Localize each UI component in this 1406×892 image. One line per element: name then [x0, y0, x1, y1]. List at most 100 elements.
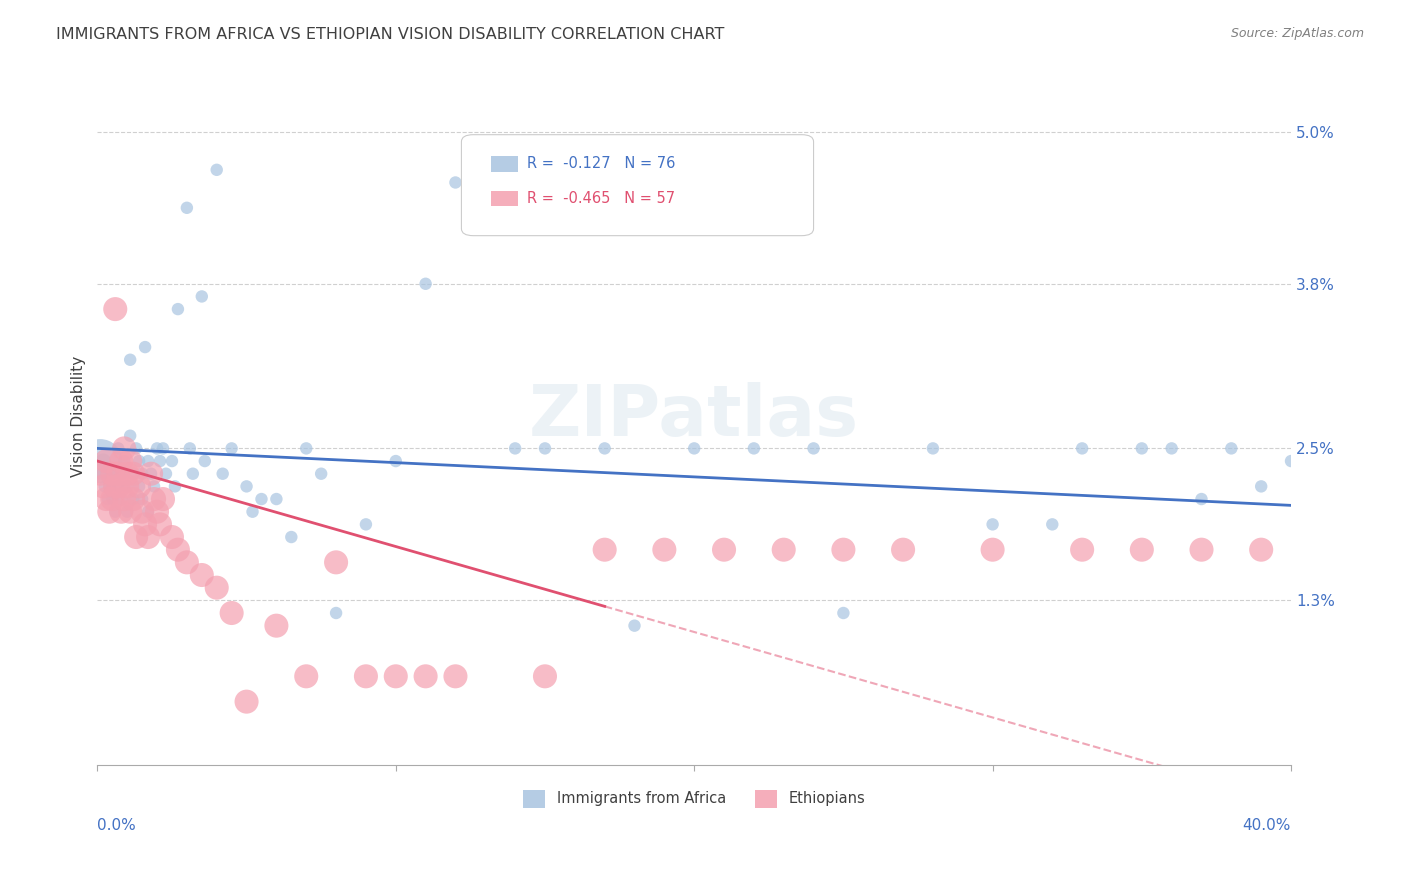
Point — [167, 302, 190, 317]
Point — [104, 302, 127, 317]
Point — [354, 669, 377, 683]
Point — [803, 442, 825, 456]
Point — [211, 467, 233, 481]
Point — [503, 442, 526, 456]
Point — [112, 454, 135, 468]
Text: Source: ZipAtlas.com: Source: ZipAtlas.com — [1230, 27, 1364, 40]
Point — [128, 479, 150, 493]
Point — [98, 505, 121, 519]
Point — [125, 442, 148, 456]
Point — [149, 454, 172, 468]
Point — [104, 479, 127, 493]
Point — [179, 442, 201, 456]
Bar — [491, 191, 517, 206]
Text: IMMIGRANTS FROM AFRICA VS ETHIOPIAN VISION DISABILITY CORRELATION CHART: IMMIGRANTS FROM AFRICA VS ETHIOPIAN VISI… — [56, 27, 724, 42]
Point — [713, 542, 735, 557]
Point — [384, 454, 406, 468]
Point — [742, 442, 765, 456]
Point — [415, 669, 437, 683]
Point — [354, 517, 377, 532]
Point — [309, 467, 332, 481]
Point — [683, 442, 706, 456]
Point — [221, 442, 243, 456]
Y-axis label: Vision Disability: Vision Disability — [72, 356, 86, 477]
Point — [107, 479, 129, 493]
Point — [1279, 454, 1302, 468]
Point — [149, 517, 172, 532]
Text: R =  -0.127   N = 76: R = -0.127 N = 76 — [527, 156, 675, 171]
Point — [235, 479, 257, 493]
Point — [110, 454, 132, 468]
Point — [131, 491, 153, 506]
Point — [134, 340, 156, 354]
Point — [131, 505, 153, 519]
Point — [1071, 442, 1094, 456]
Point — [981, 542, 1004, 557]
Point — [107, 467, 129, 481]
Point — [122, 491, 145, 506]
Point — [772, 542, 794, 557]
Point — [89, 454, 111, 468]
Point — [120, 454, 142, 468]
Point — [101, 491, 124, 506]
Point — [139, 467, 162, 481]
Point — [891, 542, 914, 557]
Point — [205, 162, 228, 177]
Point — [250, 491, 273, 506]
Point — [623, 618, 645, 632]
Point — [152, 491, 174, 506]
Legend: Immigrants from Africa, Ethiopians: Immigrants from Africa, Ethiopians — [517, 784, 872, 814]
Point — [593, 542, 616, 557]
Point — [112, 491, 135, 506]
Point — [176, 555, 198, 569]
Point — [832, 542, 855, 557]
Text: 0.0%: 0.0% — [97, 818, 136, 833]
Point — [143, 491, 166, 506]
Point — [128, 454, 150, 468]
Point — [143, 479, 166, 493]
Point — [194, 454, 217, 468]
Point — [90, 467, 112, 481]
Point — [146, 505, 169, 519]
Point — [444, 176, 467, 190]
FancyBboxPatch shape — [461, 135, 814, 235]
Point — [832, 606, 855, 620]
Point — [167, 542, 190, 557]
Point — [107, 442, 129, 456]
Point — [115, 467, 138, 481]
Point — [110, 505, 132, 519]
Point — [654, 542, 676, 557]
Point — [136, 454, 159, 468]
Point — [96, 491, 118, 506]
Point — [131, 467, 153, 481]
Point — [444, 669, 467, 683]
Point — [110, 491, 132, 506]
Point — [89, 467, 111, 481]
Point — [325, 606, 347, 620]
Point — [1220, 442, 1243, 456]
Point — [136, 505, 159, 519]
Text: R =  -0.465   N = 57: R = -0.465 N = 57 — [527, 191, 675, 206]
Text: ZIPatlas: ZIPatlas — [529, 383, 859, 451]
Point — [115, 479, 138, 493]
Bar — [491, 156, 517, 171]
Point — [295, 442, 318, 456]
Point — [922, 442, 945, 456]
Point — [242, 505, 264, 519]
Point — [120, 352, 142, 367]
Point — [107, 479, 129, 493]
Point — [160, 530, 183, 544]
Point — [534, 669, 557, 683]
Point — [1130, 442, 1153, 456]
Text: 40.0%: 40.0% — [1243, 818, 1291, 833]
Point — [120, 505, 142, 519]
Point — [101, 491, 124, 506]
Point — [191, 289, 214, 303]
Point — [325, 555, 347, 569]
Point — [98, 479, 121, 493]
Point — [1191, 491, 1213, 506]
Point — [1071, 542, 1094, 557]
Point — [235, 695, 257, 709]
Point — [139, 467, 162, 481]
Point — [1040, 517, 1063, 532]
